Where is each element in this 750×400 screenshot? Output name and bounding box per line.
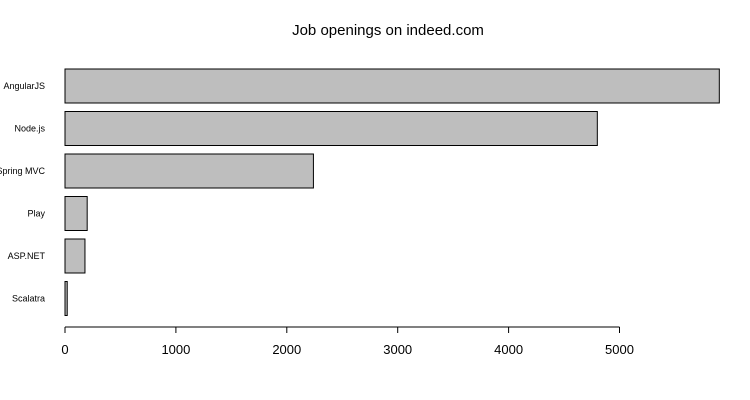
bar-asp-net xyxy=(64,238,86,274)
x-tick-label: 3000 xyxy=(383,342,412,357)
x-tick-label: 5000 xyxy=(605,342,634,357)
bar-angularjs xyxy=(64,68,720,104)
category-label: ASP.NET xyxy=(8,251,46,261)
x-tick-label: 1000 xyxy=(161,342,190,357)
bar-scalatra xyxy=(64,281,68,316)
x-tick-label: 2000 xyxy=(272,342,301,357)
category-label: Spring MVC xyxy=(0,166,46,176)
bar-play xyxy=(64,196,88,231)
category-label: Play xyxy=(27,209,45,219)
bar-node-js xyxy=(64,111,598,146)
bars-group xyxy=(64,68,720,316)
bar-spring-mvc xyxy=(64,153,314,189)
category-label: Scalatra xyxy=(12,294,45,304)
x-axis: 0 1000 2000 3000 4000 5000 xyxy=(61,326,634,357)
category-labels: AngularJS Node.js Spring MVC Play ASP.NET Sca… xyxy=(0,81,46,304)
category-label: AngularJS xyxy=(3,81,45,91)
x-tick-label: 0 xyxy=(61,342,68,357)
x-tick-label: 4000 xyxy=(494,342,523,357)
category-label: Node.js xyxy=(14,124,45,134)
chart-title: Job openings on indeed.com xyxy=(292,22,484,39)
